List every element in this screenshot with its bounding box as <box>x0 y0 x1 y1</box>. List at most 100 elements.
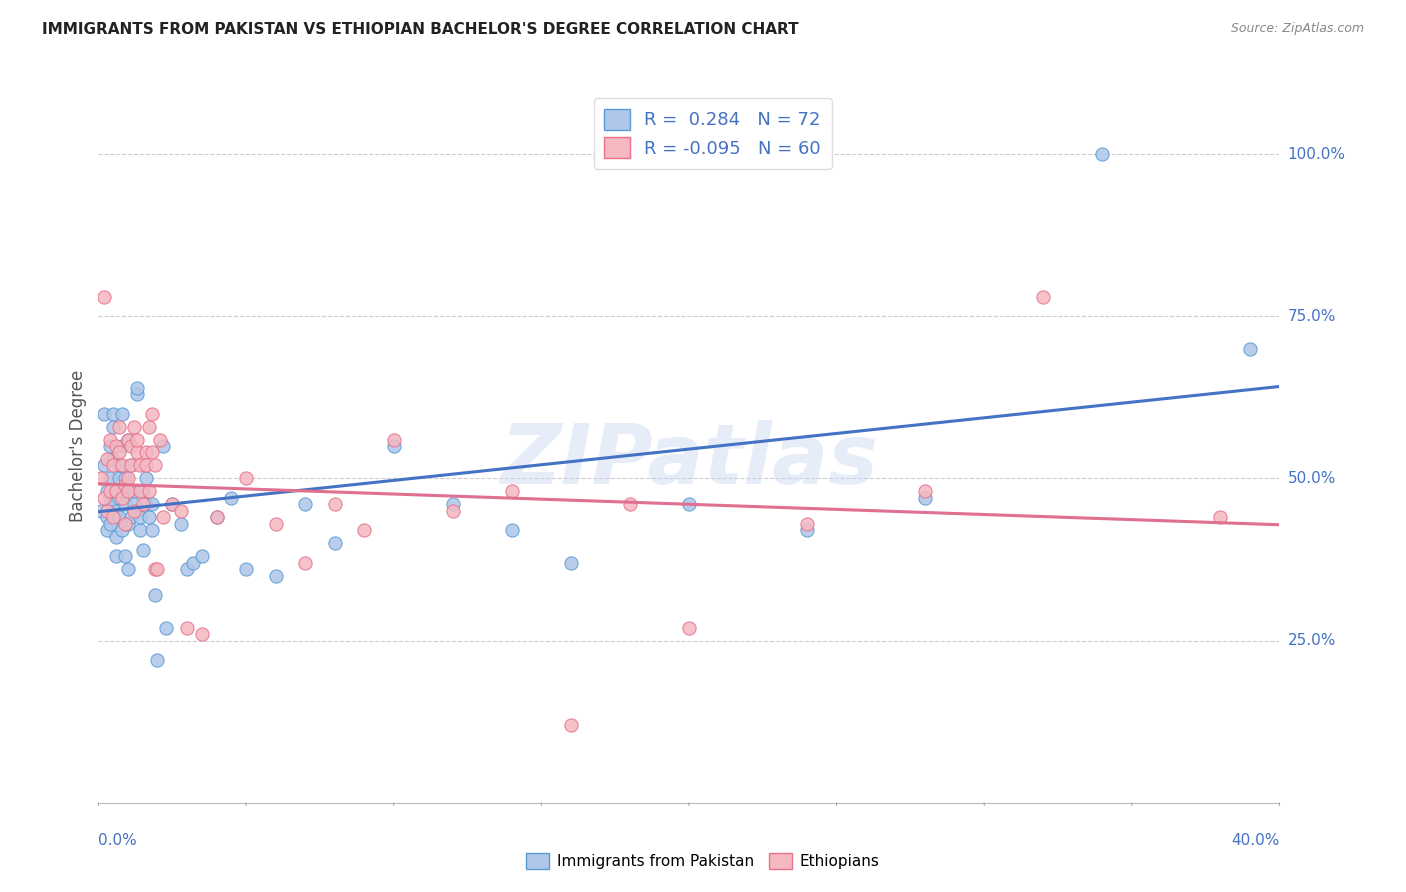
Legend: R =  0.284   N = 72, R = -0.095   N = 60: R = 0.284 N = 72, R = -0.095 N = 60 <box>593 98 831 169</box>
Point <box>122 419 145 434</box>
Point <box>205 510 228 524</box>
Point <box>117 433 139 447</box>
Point <box>141 524 163 538</box>
Point <box>323 497 346 511</box>
Point <box>105 439 128 453</box>
Text: 75.0%: 75.0% <box>1288 309 1336 324</box>
Point <box>108 445 131 459</box>
Point <box>678 621 700 635</box>
Point <box>235 562 257 576</box>
Point <box>152 439 174 453</box>
Point <box>122 497 145 511</box>
Point <box>132 542 155 557</box>
Point <box>105 530 128 544</box>
Point <box>122 504 145 518</box>
Text: IMMIGRANTS FROM PAKISTAN VS ETHIOPIAN BACHELOR'S DEGREE CORRELATION CHART: IMMIGRANTS FROM PAKISTAN VS ETHIOPIAN BA… <box>42 22 799 37</box>
Point <box>149 433 172 447</box>
Text: 50.0%: 50.0% <box>1288 471 1336 486</box>
Point <box>125 381 148 395</box>
Point <box>146 653 169 667</box>
Point <box>1239 342 1261 356</box>
Point <box>176 562 198 576</box>
Point <box>619 497 641 511</box>
Point <box>111 407 134 421</box>
Point <box>103 510 125 524</box>
Point <box>135 458 157 473</box>
Point <box>170 516 193 531</box>
Point <box>191 627 214 641</box>
Point <box>441 504 464 518</box>
Point <box>155 621 177 635</box>
Point <box>141 407 163 421</box>
Text: 0.0%: 0.0% <box>98 833 138 848</box>
Point <box>135 445 157 459</box>
Point <box>114 497 136 511</box>
Point <box>96 504 118 518</box>
Point <box>132 484 155 499</box>
Point <box>103 419 125 434</box>
Point <box>1209 510 1232 524</box>
Point <box>128 458 150 473</box>
Point <box>108 471 131 485</box>
Point <box>176 621 198 635</box>
Point <box>181 556 204 570</box>
Point <box>98 471 121 485</box>
Point <box>294 497 316 511</box>
Point <box>323 536 346 550</box>
Point <box>138 510 160 524</box>
Point <box>264 516 287 531</box>
Point <box>103 452 125 467</box>
Point <box>678 497 700 511</box>
Legend: Immigrants from Pakistan, Ethiopians: Immigrants from Pakistan, Ethiopians <box>520 847 886 875</box>
Point <box>98 516 121 531</box>
Point <box>796 516 818 531</box>
Point <box>120 458 142 473</box>
Point <box>96 510 118 524</box>
Point <box>143 588 166 602</box>
Point <box>117 433 139 447</box>
Point <box>796 524 818 538</box>
Point <box>93 458 115 473</box>
Point <box>264 568 287 582</box>
Point <box>93 407 115 421</box>
Text: ZIPatlas: ZIPatlas <box>501 420 877 500</box>
Point <box>111 439 134 453</box>
Point <box>219 491 242 505</box>
Point <box>108 419 131 434</box>
Point <box>125 445 148 459</box>
Point <box>138 484 160 499</box>
Point <box>138 419 160 434</box>
Point <box>108 510 131 524</box>
Text: Source: ZipAtlas.com: Source: ZipAtlas.com <box>1230 22 1364 36</box>
Point <box>114 471 136 485</box>
Point <box>117 484 139 499</box>
Text: 25.0%: 25.0% <box>1288 633 1336 648</box>
Point <box>96 484 118 499</box>
Point <box>560 556 582 570</box>
Point <box>162 497 183 511</box>
Point <box>103 458 125 473</box>
Point <box>93 290 115 304</box>
Point <box>143 562 166 576</box>
Y-axis label: Bachelor's Degree: Bachelor's Degree <box>69 370 87 522</box>
Point <box>152 510 174 524</box>
Point <box>108 458 131 473</box>
Point <box>162 497 183 511</box>
Point <box>111 524 134 538</box>
Point <box>128 484 150 499</box>
Point <box>382 439 405 453</box>
Point <box>114 516 136 531</box>
Point <box>111 484 134 499</box>
Point <box>98 484 121 499</box>
Point <box>98 491 121 505</box>
Point <box>111 458 134 473</box>
Point <box>114 478 136 492</box>
Point <box>120 458 142 473</box>
Point <box>170 504 193 518</box>
Point <box>96 452 118 467</box>
Point <box>128 510 150 524</box>
Point <box>125 504 148 518</box>
Point <box>105 549 128 564</box>
Point <box>146 562 169 576</box>
Point <box>441 497 464 511</box>
